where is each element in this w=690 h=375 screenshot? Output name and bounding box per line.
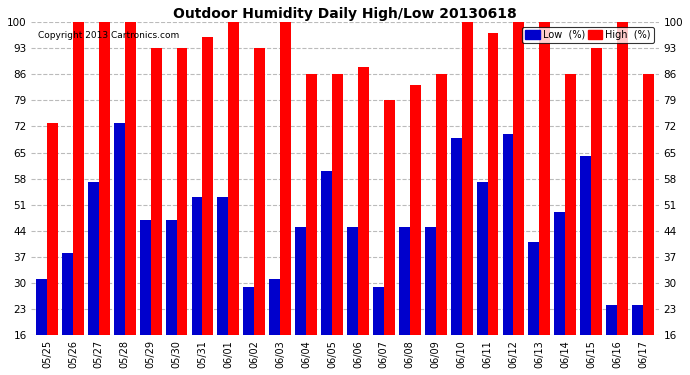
Bar [643, 74, 654, 375]
Bar [202, 37, 213, 375]
Bar [540, 22, 550, 375]
Bar [347, 227, 358, 375]
Bar [166, 220, 177, 375]
Bar [192, 197, 202, 375]
Bar [580, 156, 591, 375]
Bar [177, 48, 188, 375]
Bar [373, 286, 384, 375]
Bar [554, 212, 565, 375]
Bar [125, 22, 136, 375]
Bar [73, 22, 83, 375]
Bar [451, 138, 462, 375]
Bar [399, 227, 410, 375]
Bar [384, 100, 395, 375]
Bar [306, 74, 317, 375]
Bar [114, 123, 125, 375]
Bar [529, 242, 540, 375]
Bar [88, 182, 99, 375]
Text: Copyright 2013 Cartronics.com: Copyright 2013 Cartronics.com [38, 32, 179, 40]
Title: Outdoor Humidity Daily High/Low 20130618: Outdoor Humidity Daily High/Low 20130618 [173, 7, 517, 21]
Bar [150, 48, 161, 375]
Bar [269, 279, 280, 375]
Bar [488, 33, 498, 375]
Bar [591, 48, 602, 375]
Bar [513, 22, 524, 375]
Bar [565, 74, 576, 375]
Bar [36, 279, 47, 375]
Bar [477, 182, 488, 375]
Bar [425, 227, 435, 375]
Bar [217, 197, 228, 375]
Bar [617, 22, 628, 375]
Bar [321, 171, 332, 375]
Bar [295, 227, 306, 375]
Bar [410, 86, 421, 375]
Bar [255, 48, 265, 375]
Bar [358, 67, 369, 375]
Bar [607, 305, 617, 375]
Bar [632, 305, 643, 375]
Bar [140, 220, 150, 375]
Bar [244, 286, 255, 375]
Bar [47, 123, 58, 375]
Bar [435, 74, 446, 375]
Bar [62, 253, 73, 375]
Legend: Low  (%), High  (%): Low (%), High (%) [522, 27, 653, 43]
Bar [280, 22, 291, 375]
Bar [502, 134, 513, 375]
Bar [99, 22, 110, 375]
Bar [462, 22, 473, 375]
Bar [332, 74, 343, 375]
Bar [228, 22, 239, 375]
